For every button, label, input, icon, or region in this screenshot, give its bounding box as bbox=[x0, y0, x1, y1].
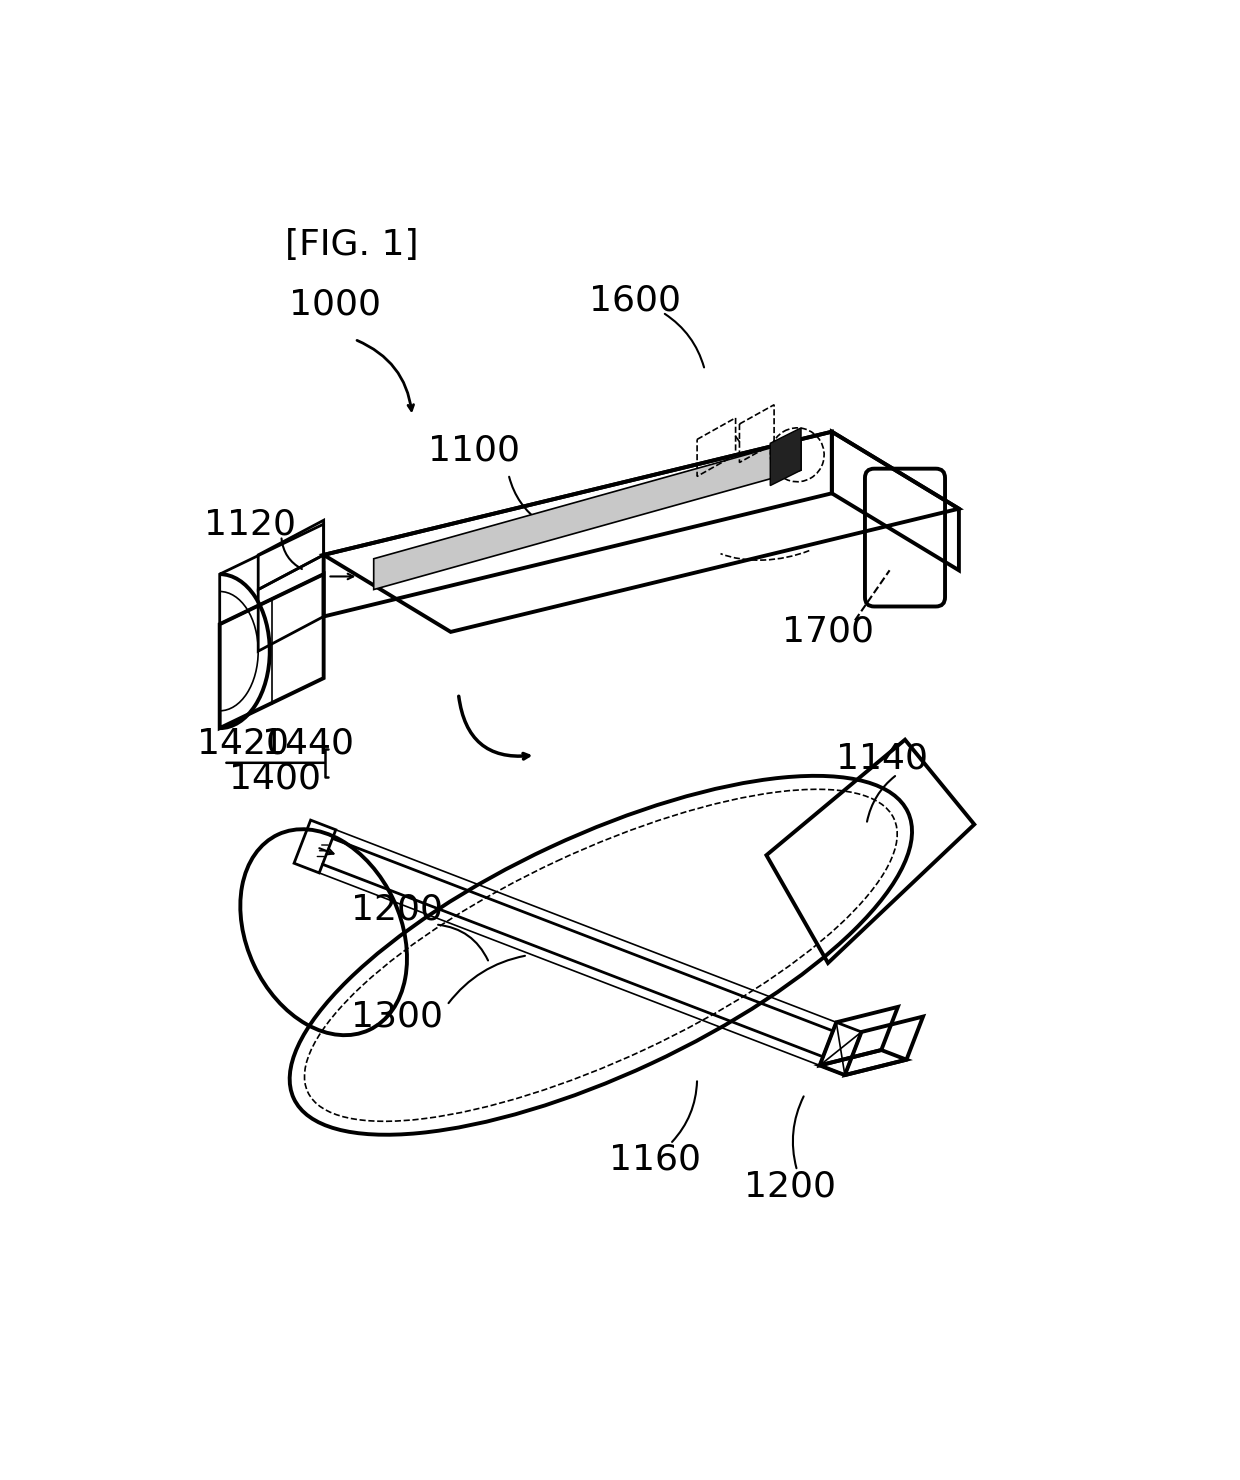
Text: 1160: 1160 bbox=[609, 1143, 701, 1177]
Text: 1140: 1140 bbox=[836, 741, 928, 776]
Text: 1200: 1200 bbox=[744, 1169, 836, 1203]
Polygon shape bbox=[770, 428, 801, 485]
Text: [FIG. 1]: [FIG. 1] bbox=[285, 228, 419, 262]
Text: 1100: 1100 bbox=[428, 434, 520, 468]
Text: 1200: 1200 bbox=[351, 892, 443, 926]
Text: 1600: 1600 bbox=[589, 284, 682, 318]
Text: 1400: 1400 bbox=[229, 761, 321, 795]
Text: 1000: 1000 bbox=[289, 287, 381, 321]
Polygon shape bbox=[373, 440, 801, 589]
Text: 1700: 1700 bbox=[782, 614, 874, 648]
Text: 1440: 1440 bbox=[262, 727, 355, 761]
Text: 1420: 1420 bbox=[197, 727, 289, 761]
Text: 1300: 1300 bbox=[351, 1000, 443, 1035]
Text: 1120: 1120 bbox=[205, 508, 296, 542]
